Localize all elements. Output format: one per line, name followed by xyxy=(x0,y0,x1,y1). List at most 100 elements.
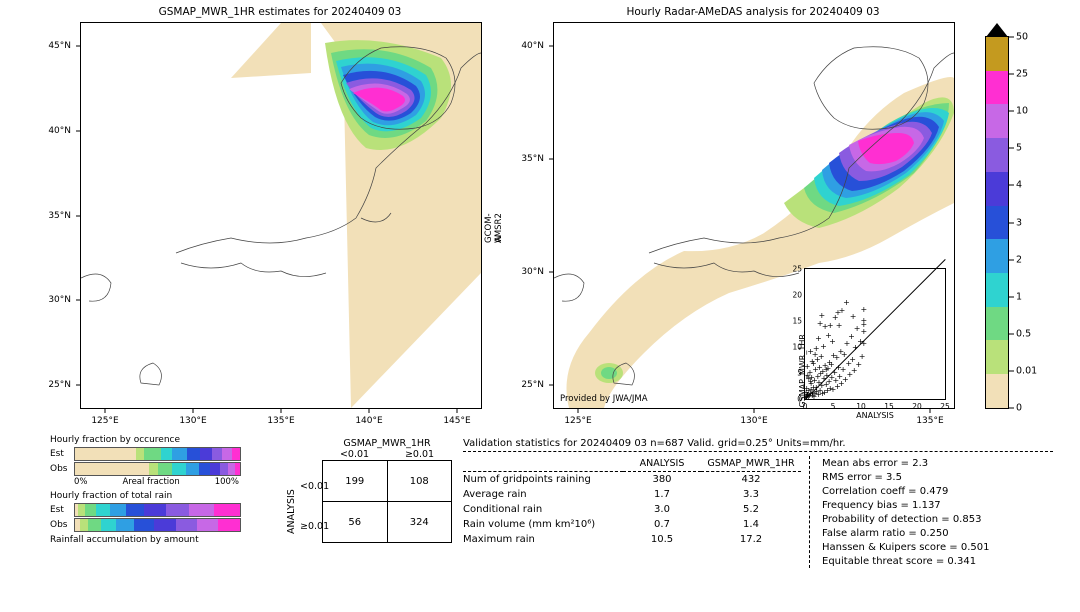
scatter-point: + xyxy=(829,339,836,345)
stat-a: 380 xyxy=(623,472,701,488)
scatter-point: + xyxy=(850,314,857,320)
fraction-seg xyxy=(212,448,222,460)
colorbar-seg xyxy=(986,374,1008,408)
fraction-seg xyxy=(80,519,88,531)
bar-tot-est xyxy=(74,503,241,517)
stat-metric: Hanssen & Kuipers score = 0.501 xyxy=(822,540,989,554)
sc-tick-y: 20 xyxy=(792,291,805,300)
ct-00: 199 xyxy=(323,461,388,502)
sat-note2: AMSR2 xyxy=(494,213,504,243)
ct-01: 108 xyxy=(387,461,452,502)
scatter-point: + xyxy=(823,367,830,373)
scale-m: Areal fraction xyxy=(122,477,179,487)
stat-b: 3.3 xyxy=(701,487,801,502)
ct-side: ANALYSIS xyxy=(286,489,297,534)
fraction-seg xyxy=(85,504,97,516)
sc-tick-x: 10 xyxy=(856,399,866,411)
sc-tick-y: 10 xyxy=(792,343,805,352)
sc-tick-y: 0 xyxy=(797,395,805,404)
fraction-seg xyxy=(161,448,173,460)
scatter-point: + xyxy=(859,354,866,360)
fraction-seg xyxy=(136,448,144,460)
fraction-seg xyxy=(110,504,127,516)
fraction-seg xyxy=(149,463,157,475)
colorbar-seg xyxy=(986,172,1008,206)
fraction-seg xyxy=(199,463,211,475)
stats-left: ANALYSISGSMAP_MWR_1HR Num of gridpoints … xyxy=(463,456,801,568)
frac-title2: Hourly fraction of total rain xyxy=(50,491,241,501)
fraction-seg xyxy=(88,519,101,531)
fraction-seg xyxy=(176,519,197,531)
fraction-section: Hourly fraction by occurence Est Obs 0%A… xyxy=(50,435,241,547)
fraction-seg xyxy=(126,504,144,516)
fraction-seg xyxy=(228,463,235,475)
bar-occ-obs xyxy=(74,462,241,476)
colorbar-seg xyxy=(986,307,1008,341)
fraction-seg xyxy=(235,463,240,475)
ct-11: 324 xyxy=(387,502,452,543)
stat-metric: Equitable threat score = 0.341 xyxy=(822,554,989,568)
scale-r: 100% xyxy=(215,477,239,487)
scatter-point: + xyxy=(855,362,862,368)
contingency-table: 199108 56324 xyxy=(322,460,452,543)
scatter-point: + xyxy=(851,368,858,374)
stats-colA: ANALYSIS xyxy=(623,456,701,472)
stats-block: Validation statistics for 20240409 03 n=… xyxy=(463,438,1053,568)
scatter-point: + xyxy=(841,352,848,358)
provider-note: Provided by JWA/JMA xyxy=(560,394,648,404)
scatter-point: + xyxy=(852,345,859,351)
fraction-seg xyxy=(172,463,185,475)
fraction-seg xyxy=(134,519,154,531)
stat-a: 0.7 xyxy=(623,517,701,532)
right-map: Provided by JWA/JMA ANALYSIS GSMAP_MWR_1… xyxy=(553,22,955,409)
left-map: GCOM-W AMSR2 25°N30°N35°N40°N45°N125°E13… xyxy=(80,22,482,409)
stats-title: Validation statistics for 20240409 03 n=… xyxy=(463,438,1053,452)
bar-tot-obs xyxy=(74,518,241,532)
scatter-point: + xyxy=(804,373,811,379)
scatter-plot: ANALYSIS GSMAP_MWR_1HR +++++++++++++++++… xyxy=(804,268,946,400)
fraction-seg xyxy=(75,448,136,460)
colorbar-seg xyxy=(986,239,1008,273)
stat-label: Average rain xyxy=(463,487,623,502)
ct-row2: ≥0.01 xyxy=(300,521,329,532)
ct-title: GSMAP_MWR_1HR xyxy=(322,438,452,449)
frac-title3: Rainfall accumulation by amount xyxy=(50,535,241,545)
scatter-point: + xyxy=(840,367,847,373)
fraction-seg xyxy=(222,448,232,460)
left-map-title: GSMAP_MWR_1HR estimates for 20240409 03 xyxy=(80,6,480,18)
fraction-seg xyxy=(232,448,240,460)
stat-label: Rain volume (mm km²10⁶) xyxy=(463,517,623,532)
colorbar-seg xyxy=(986,104,1008,138)
fraction-seg xyxy=(158,463,173,475)
stat-label: Conditional rain xyxy=(463,502,623,517)
stat-b: 1.4 xyxy=(701,517,801,532)
scatter-point: + xyxy=(860,307,867,313)
scatter-point: + xyxy=(844,341,851,347)
fraction-seg xyxy=(78,504,85,516)
contingency-block: GSMAP_MWR_1HR ANALYSIS <0.01 ≥0.01 19910… xyxy=(280,438,452,460)
fraction-seg xyxy=(187,448,200,460)
stat-b: 432 xyxy=(701,472,801,488)
stat-label: Num of gridpoints raining xyxy=(463,472,623,488)
fraction-seg xyxy=(214,504,240,516)
scatter-point: + xyxy=(854,326,861,332)
sc-tick-x: 5 xyxy=(831,399,836,411)
fraction-seg xyxy=(172,448,187,460)
bar-occ-est xyxy=(74,447,241,461)
scale-l: 0% xyxy=(74,477,88,487)
sc-tick-x: 15 xyxy=(884,399,894,411)
fraction-seg xyxy=(154,519,175,531)
scatter-point: + xyxy=(815,336,822,342)
ct-10: 56 xyxy=(323,502,388,543)
scatter-point: + xyxy=(817,321,824,327)
fraction-seg xyxy=(197,519,218,531)
stat-label: Maximum rain xyxy=(463,532,623,547)
scatter-point: + xyxy=(820,344,827,350)
frac-est1: Est xyxy=(50,449,74,459)
scatter-point: + xyxy=(818,354,825,360)
fraction-seg xyxy=(144,504,165,516)
stat-a: 10.5 xyxy=(623,532,701,547)
fraction-seg xyxy=(200,448,212,460)
scatter-point: + xyxy=(836,323,843,329)
stat-a: 3.0 xyxy=(623,502,701,517)
